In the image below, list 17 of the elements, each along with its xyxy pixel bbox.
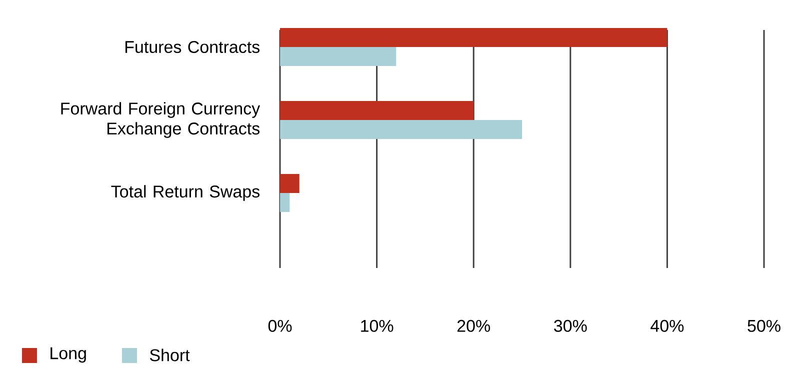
bar <box>280 47 396 66</box>
bar <box>280 193 290 212</box>
y-tick-label: Futures Contracts <box>125 40 260 54</box>
bar <box>280 101 474 120</box>
bar <box>280 28 668 47</box>
x-tick-label: 10% <box>361 320 394 332</box>
x-tick-label: 30% <box>554 320 587 332</box>
x-tick-label: 20% <box>457 320 490 332</box>
x-tick-label: 40% <box>650 320 684 332</box>
y-tick-label: Forward Foreign Currency Exchange Contracts <box>61 102 260 138</box>
x-tick-label: 50% <box>748 320 780 332</box>
x-tick-label: 0% <box>268 320 292 332</box>
legend-label: Long <box>50 347 86 363</box>
bar <box>280 174 300 193</box>
legend-label: Short <box>150 348 190 362</box>
bar <box>280 120 522 139</box>
y-tick-label: Total Return Swaps <box>111 185 260 201</box>
